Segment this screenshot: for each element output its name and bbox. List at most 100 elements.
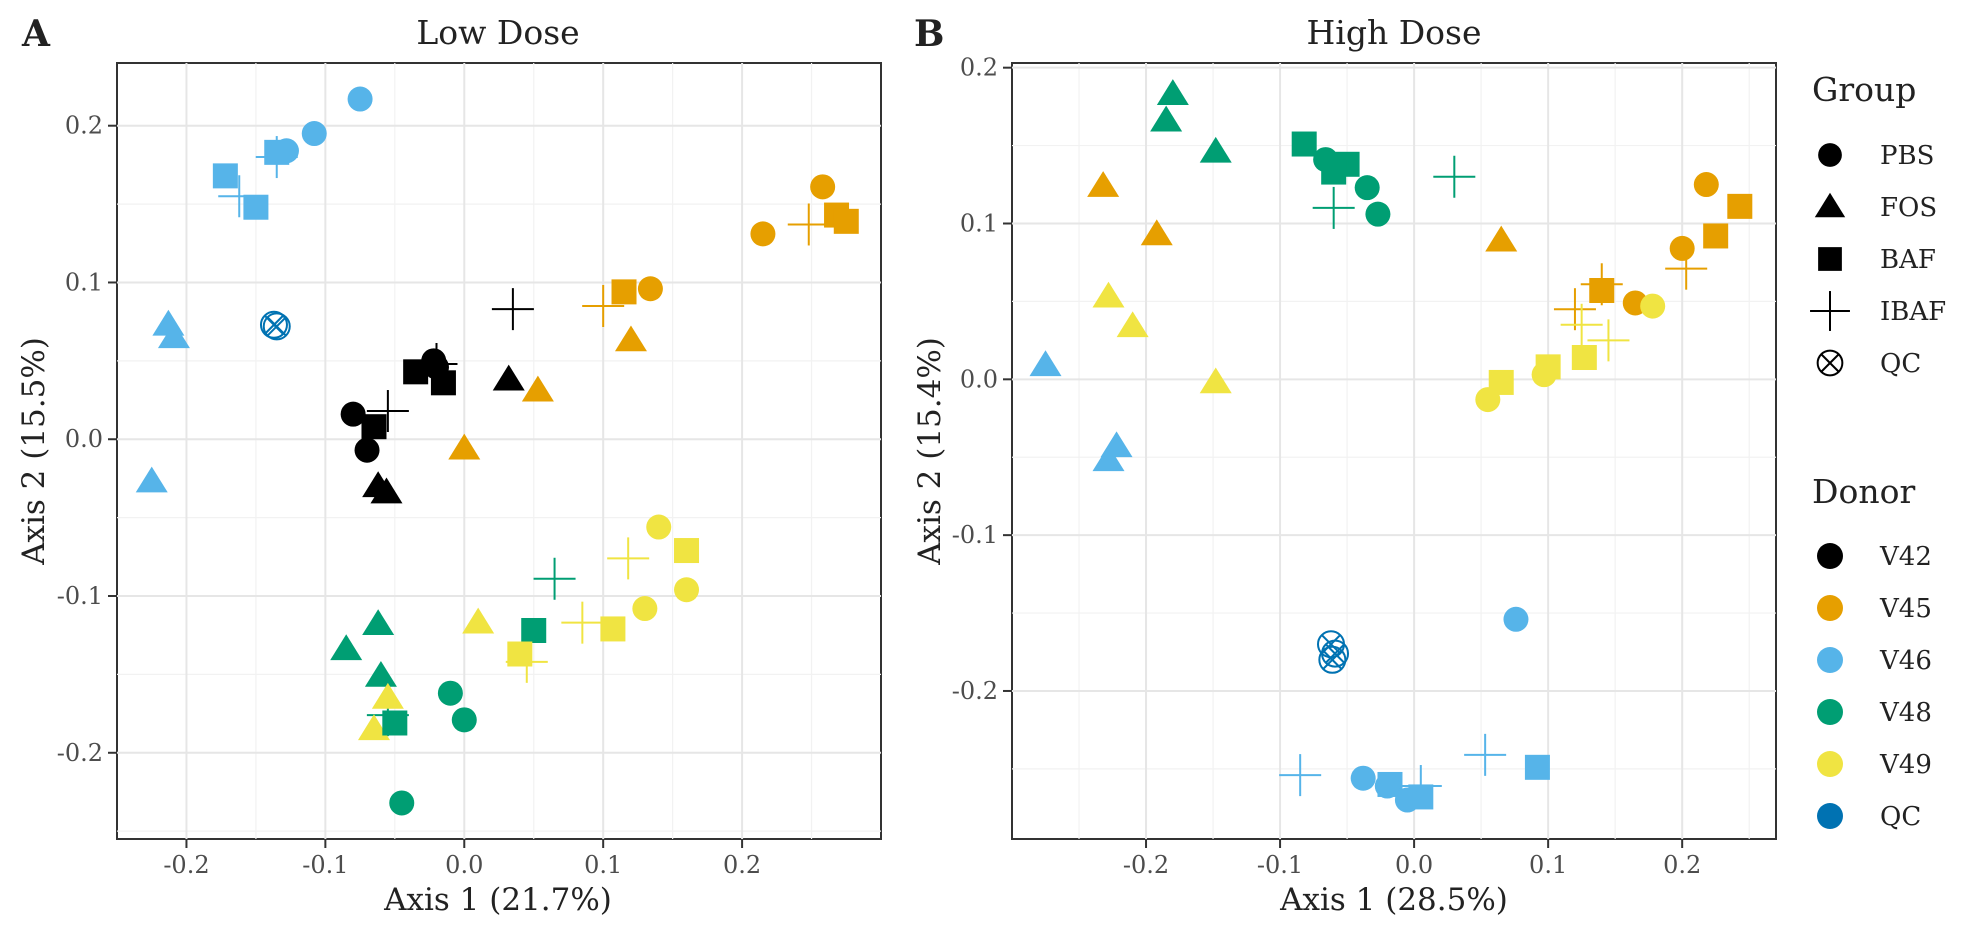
- panel-a-point-v46-baf: [243, 194, 269, 220]
- panel-a-point-v45-ibaf: [787, 203, 830, 246]
- panel-b-point-qc-qc: [1318, 645, 1347, 674]
- panel-b-point-v48-pbs: [1365, 201, 1391, 227]
- legend-group-label: IBAF: [1880, 297, 1946, 327]
- panel-b-point-v48-ibaf: [1312, 186, 1355, 229]
- panel-a-point-v49-baf: [507, 641, 533, 667]
- y-tick-label: 0.1: [960, 209, 998, 237]
- legend-donor-label: V45: [1879, 594, 1932, 624]
- x-tick-label: -0.1: [302, 851, 348, 879]
- panel-a-point-v45-pbs: [810, 174, 836, 200]
- panel-a-point-v49-ibaf: [561, 601, 604, 644]
- panel-b-point-v49-pbs: [1640, 293, 1666, 319]
- panel-a-x-axis-title: Axis 1 (21.7%): [383, 882, 612, 918]
- x-tick-label: 0.0: [445, 851, 483, 879]
- y-tick-label: 0.0: [960, 365, 998, 393]
- legend-donor-label: V48: [1879, 698, 1932, 728]
- legend-donor-item-v46: V46: [1817, 646, 1932, 676]
- panel-a-point-v42-pbs: [354, 437, 380, 463]
- legend-group-item-baf: BAF: [1818, 245, 1936, 275]
- panel-a-point-v42-ibaf: [366, 390, 409, 433]
- panel-b-point-v46-baf: [1524, 754, 1550, 780]
- panel-a-plot-area: [116, 62, 882, 840]
- circle-icon: [1818, 143, 1842, 167]
- legend-donor-label: V49: [1879, 750, 1932, 780]
- panel-b-point-v45-fos: [1087, 171, 1120, 197]
- panel-b-point-v45-baf: [1589, 278, 1615, 304]
- panel-b-point-v49-pbs: [1475, 387, 1501, 413]
- x-tick-label: 0.2: [1663, 851, 1701, 879]
- panel-a-point-v48-baf: [382, 710, 408, 736]
- panel-b-point-v46-pbs: [1503, 606, 1529, 632]
- legend-donor-item-v42: V42: [1817, 542, 1932, 572]
- panel-a-point-v42-fos: [370, 477, 403, 504]
- panel-b: B High Dose -0.2 -0.1 0.0 0.1 0.2 -0.2 -0.1 0.0…: [912, 13, 1777, 918]
- panel-b-point-v46-pbs: [1394, 787, 1420, 813]
- panel-a-point-v49-fos: [371, 682, 404, 709]
- legend-group-label: QC: [1880, 349, 1921, 379]
- legend-donor-swatch: [1817, 699, 1843, 725]
- panel-a-point-v46-baf: [212, 163, 238, 189]
- legend-group-label: FOS: [1880, 193, 1937, 223]
- y-tick-label: -0.1: [57, 582, 103, 610]
- panel-a-point-v48-pbs: [437, 680, 463, 706]
- panel-b-x-axis-title: Axis 1 (28.5%): [1279, 882, 1508, 918]
- panel-a-point-v49-pbs: [646, 514, 672, 540]
- y-tick-label: 0.0: [65, 425, 103, 453]
- panel-b-point-v45-fos: [1140, 219, 1173, 246]
- panel-a-point-v45-pbs: [750, 221, 776, 247]
- panel-b-point-v49-fos: [1092, 281, 1125, 308]
- panel-a-points: [135, 86, 859, 816]
- panel-a-point-v48-fos: [362, 609, 395, 636]
- panel-a-point-v48-pbs: [389, 790, 415, 816]
- panel-b-point-v46-fos: [1092, 445, 1125, 472]
- panel-a-point-v48-baf: [521, 617, 547, 643]
- panel-a-point-v48-fos: [364, 660, 397, 687]
- y-tick-label: 0.2: [960, 54, 998, 82]
- panel-b-point-v45-fos: [1485, 225, 1518, 252]
- legend-group: PBS FOS BAF IBAF QC: [1810, 141, 1946, 379]
- panel-b-point-v46-pbs: [1374, 773, 1400, 799]
- panel-a-point-v45-baf: [611, 279, 637, 305]
- panel-b-point-v46-ibaf: [1279, 754, 1322, 797]
- panel-b-point-v48-fos: [1199, 136, 1232, 163]
- x-tick-label: 0.0: [1395, 851, 1433, 879]
- legend-group-title: Group: [1812, 70, 1916, 109]
- panel-a-point-v42-pbs: [423, 354, 449, 380]
- panel-b-point-v48-pbs: [1313, 147, 1339, 173]
- legend-donor-title: Donor: [1812, 472, 1915, 511]
- legend-group-label: PBS: [1880, 141, 1934, 171]
- panel-b-point-v48-baf: [1291, 131, 1317, 157]
- panel-a: A Low Dose -0.2 -0.1 0.0 0.1 0.2 -0.2 -0.1 0.0 0…: [16, 13, 882, 918]
- legend: Group PBS FOS BAF IBAF QC Donor V42 V45 V46 V48…: [1810, 70, 1946, 832]
- plus-icon: [1810, 291, 1850, 331]
- panel-b-title: High Dose: [1307, 13, 1482, 52]
- panel-a-letter: A: [21, 13, 51, 55]
- panel-b-point-v48-fos: [1150, 105, 1183, 132]
- panel-b-point-v45-pbs: [1693, 172, 1719, 198]
- panel-b-points: [1029, 79, 1753, 813]
- panel-a-point-v45-fos: [448, 433, 481, 460]
- square-icon: [1818, 247, 1842, 271]
- triangle-icon: [1814, 192, 1846, 218]
- panel-a-point-v42-baf: [361, 414, 387, 440]
- panel-b-point-v45-ibaf: [1553, 288, 1596, 331]
- panel-b-point-v49-fos: [1116, 311, 1149, 338]
- panel-b-point-v49-pbs: [1531, 362, 1557, 388]
- panel-b-point-v48-fos: [1156, 79, 1189, 105]
- panel-b-point-v46-ibaf: [1464, 733, 1507, 776]
- legend-donor-item-qc: QC: [1817, 802, 1921, 832]
- panel-b-point-v49-ibaf: [1560, 303, 1603, 346]
- panel-b-point-v48-ibaf: [1433, 155, 1476, 198]
- legend-group-item-fos: FOS: [1814, 192, 1937, 223]
- legend-donor-swatch: [1817, 751, 1843, 777]
- x-tick-label: 0.2: [723, 851, 761, 879]
- panel-a-point-v46-fos: [157, 322, 190, 349]
- panel-b-plot-area: [1011, 62, 1777, 840]
- panel-a-point-v49-ibaf: [607, 537, 650, 580]
- panel-a-point-v45-fos: [521, 375, 554, 402]
- panel-b-y-axis-title: Axis 2 (15.4%): [912, 337, 948, 566]
- panel-a-point-v46-fos: [135, 466, 168, 493]
- y-tick-label: -0.2: [952, 677, 998, 705]
- legend-donor-item-v48: V48: [1817, 698, 1932, 728]
- legend-donor-item-v49: V49: [1817, 750, 1932, 780]
